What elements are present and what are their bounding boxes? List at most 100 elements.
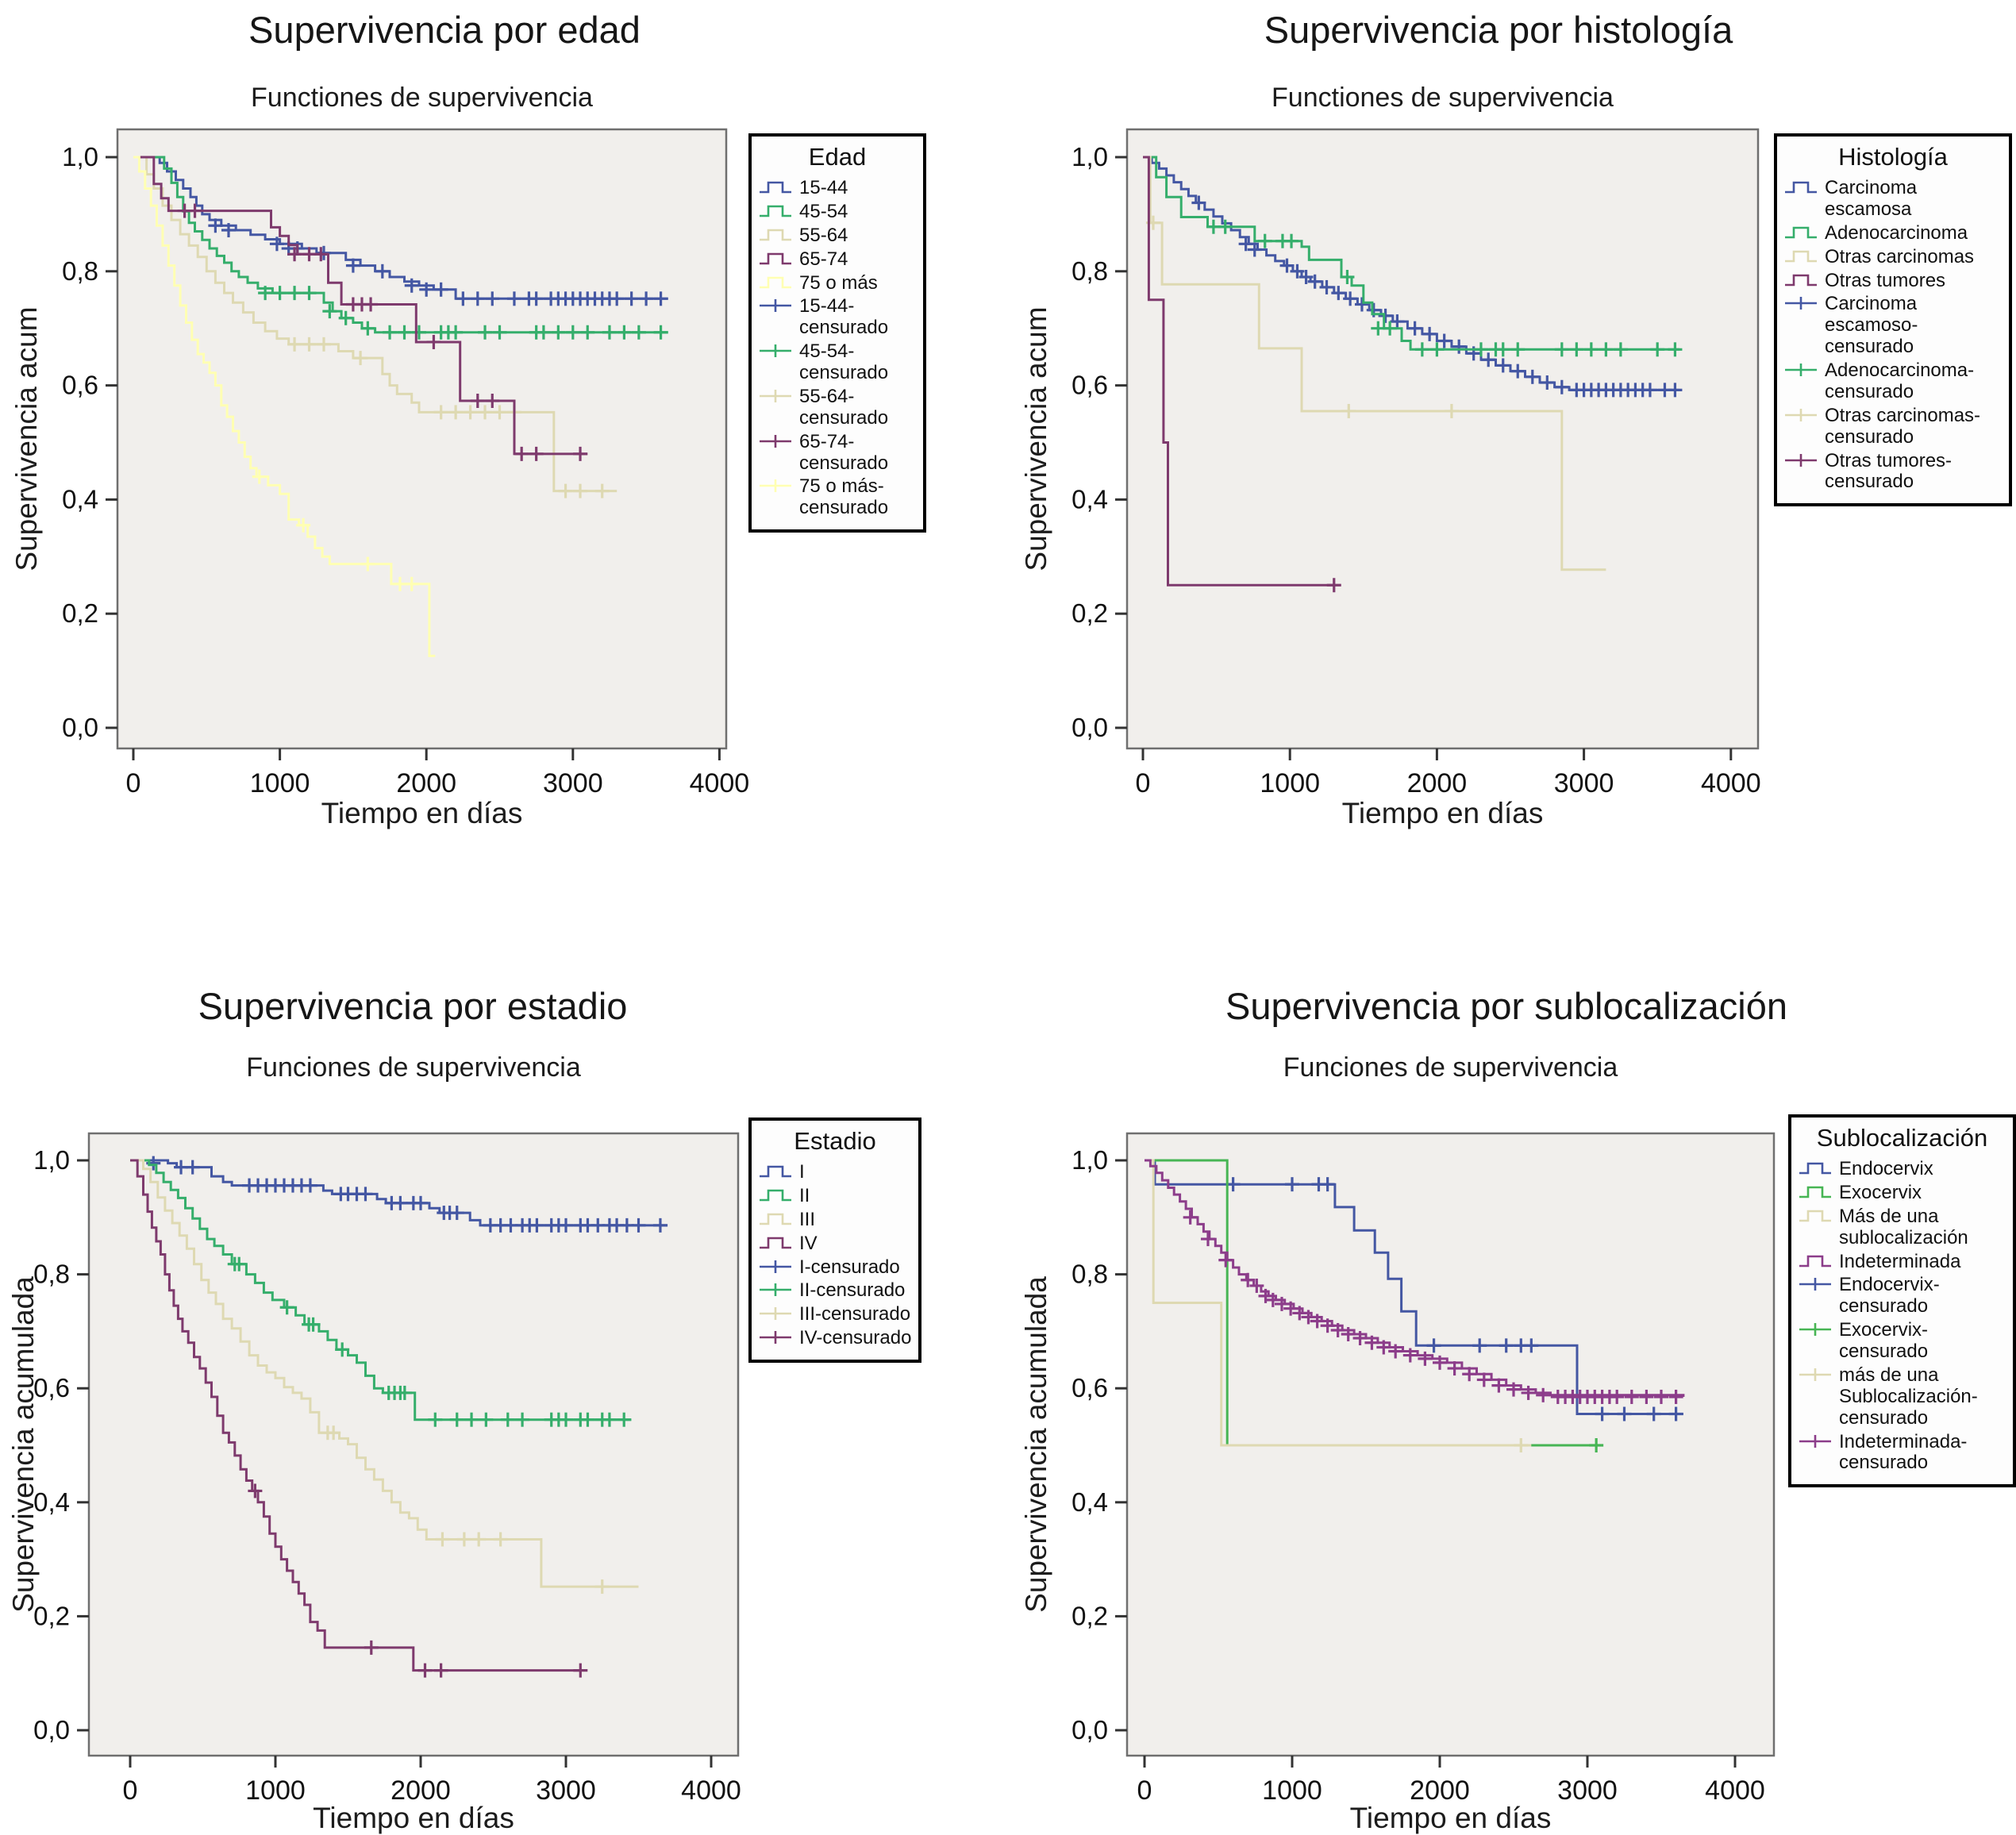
legend-entry-label: más de una Sublocalización-censurado <box>1839 1364 1978 1429</box>
censor-marks-65-74 <box>177 203 588 461</box>
censor-plus-icon <box>1785 408 1817 421</box>
legend-entry: Otras carcinomas-censurado <box>1783 405 2003 448</box>
x-tick-label: 3000 <box>1557 1775 1618 1806</box>
censor-marks-indeterminada <box>1183 1210 1683 1404</box>
legend-entry: I-censurado <box>758 1256 912 1279</box>
censor-marks-endocervix <box>1225 1177 1683 1421</box>
legend-title: Estadio <box>794 1127 876 1155</box>
x-tick-label: 4000 <box>681 1775 741 1806</box>
km-plot: 1,0 0,8 0,6 0,4 0,2 0,0 0 1000 2000 3000 4000 <box>62 128 750 798</box>
x-axis-label: Tiempo en días <box>1349 1802 1552 1834</box>
survival-panel-histologia: Supervivencia por histología Functiones … <box>1008 0 2016 918</box>
legend-entry: I <box>758 1161 912 1183</box>
censor-marks-75-o-más <box>252 469 419 591</box>
panel-title: Supervivencia por sublocalización <box>1225 985 1787 1027</box>
panel-title: Supervivencia por edad <box>248 9 641 51</box>
y-tick-label: 1,0 <box>1071 142 1108 171</box>
survival-curve-otras-tumores <box>1143 156 1336 587</box>
censor-plus-icon <box>760 389 791 402</box>
legend-box: Histología Carcinoma escamosa Adenocarcin… <box>1774 133 2012 507</box>
legend-box: Edad 15-44 45-54 55-64 65-74 75 o más 15-44-c… <box>748 133 926 533</box>
y-tick-label: 0,4 <box>62 484 98 514</box>
survival-curve-ii <box>130 1159 632 1421</box>
censor-plus-icon <box>1785 364 1817 376</box>
censor-marks-adenocarcinoma <box>1206 219 1683 357</box>
step-line-icon <box>1799 1162 1831 1175</box>
x-tick-label: 2000 <box>1410 1775 1470 1806</box>
legend-entry-label: I <box>799 1161 805 1183</box>
censor-plus-icon <box>1799 1323 1831 1337</box>
y-tick-label: 0,8 <box>1071 256 1108 286</box>
x-tick-label: 1000 <box>250 768 310 798</box>
legend-entry: 55-64-censurado <box>758 386 917 429</box>
legend-entry-label: 75 o más-censurado <box>799 475 889 519</box>
legend-entry-label: Adenocarcinoma-censurado <box>1825 360 1975 402</box>
legend-entry-label: 65-74 <box>799 248 848 270</box>
legend-entry-label: II-censurado <box>799 1279 906 1302</box>
y-tick-label: 0,0 <box>1071 713 1108 742</box>
censor-plus-icon <box>1799 1368 1831 1381</box>
legend-entry-label: Otras tumores <box>1825 269 1946 291</box>
censor-plus-icon <box>760 434 791 448</box>
legend-entry-label: Adenocarcinoma <box>1825 221 1968 244</box>
legend-entries: Endocervix Exocervix Más de una sublocaliz… <box>1798 1158 2006 1474</box>
survival-panel-edad: Supervivencia por edad Functiones de sup… <box>0 0 1008 918</box>
legend-entry: 15-44-censurado <box>758 295 917 339</box>
x-tick-label: 4000 <box>1701 768 1761 798</box>
legend-entry-label: Carcinoma escamoso-censurado <box>1825 293 1918 358</box>
legend-entry: Exocervix-censurado <box>1798 1319 2006 1363</box>
x-tick-label: 4000 <box>690 768 750 798</box>
legend-entry-label: III-censurado <box>799 1303 911 1325</box>
legend-entry-label: Indeterminada-censurado <box>1839 1430 1968 1474</box>
survival-curve-65-74 <box>133 156 588 456</box>
survival-curve-endocervix <box>1145 1159 1683 1415</box>
censor-plus-icon <box>1785 297 1817 310</box>
y-tick-label: 0,4 <box>1071 1487 1108 1517</box>
legend-entry-label: 45-54 <box>799 200 848 222</box>
legend-title: Sublocalización <box>1816 1124 1988 1152</box>
legend-entry: 15-44 <box>758 177 917 199</box>
censor-marks-ii <box>227 1256 632 1427</box>
y-tick-label: 0,0 <box>1071 1715 1108 1745</box>
x-tick-label: 0 <box>1137 1775 1152 1806</box>
censor-plus-icon <box>760 299 791 313</box>
x-tick-label: 2000 <box>391 1775 451 1806</box>
survival-curve-75-o-más <box>133 156 436 657</box>
x-tick-label: 1000 <box>245 1775 306 1806</box>
plot-area <box>1125 128 1760 750</box>
legend-entry: más de una Sublocalización-censurado <box>1798 1364 2006 1429</box>
legend-entry-label: 55-64 <box>799 224 848 246</box>
step-line-icon <box>760 1189 791 1202</box>
censor-plus-icon <box>760 344 791 358</box>
censor-plus-icon <box>760 1331 791 1345</box>
legend-title: Histología <box>1838 143 1948 171</box>
y-tick-label: 0,4 <box>33 1487 70 1517</box>
legend-entry: Adenocarcinoma-censurado <box>1783 360 2003 403</box>
x-tick-label: 3000 <box>536 1775 596 1806</box>
x-tick-label: 4000 <box>1705 1775 1765 1806</box>
legend-entry: III <box>758 1209 912 1231</box>
x-tick-label: 0 <box>126 768 141 798</box>
chart-subtitle: Functiones de supervivencia <box>1272 83 1614 113</box>
km-plot: 1,0 0,8 0,6 0,4 0,2 0,0 0 1000 2000 3000 4000 <box>1071 1132 1776 1806</box>
y-tick-label: 0,8 <box>62 256 98 286</box>
x-tick-label: 0 <box>1136 768 1151 798</box>
legend-entry-label: 75 o más <box>799 271 878 294</box>
legend-entry: Exocervix <box>1798 1182 2006 1204</box>
y-tick-label: 0,8 <box>1071 1260 1108 1289</box>
legend-entry: 55-64 <box>758 225 917 247</box>
legend-entry-label: IV-censurado <box>799 1327 912 1349</box>
x-axis-label: Tiempo en días <box>321 797 523 829</box>
censor-plus-icon <box>760 1260 791 1273</box>
step-line-icon <box>760 1165 791 1178</box>
y-tick-label: 0,2 <box>1071 598 1108 628</box>
legend-entry: IV <box>758 1233 912 1255</box>
survival-curve-55-64 <box>133 156 617 493</box>
legend-entry-label: 15-44 <box>799 177 848 198</box>
legend-entry: 45-54-censurado <box>758 340 917 384</box>
step-line-icon <box>1785 274 1817 286</box>
legend-entry: II <box>758 1185 912 1207</box>
legend-box: Estadio I II III IV I-censurado II-censurado I… <box>748 1118 921 1363</box>
y-tick-label: 0,6 <box>33 1373 70 1402</box>
y-tick-label: 0,0 <box>62 713 98 742</box>
